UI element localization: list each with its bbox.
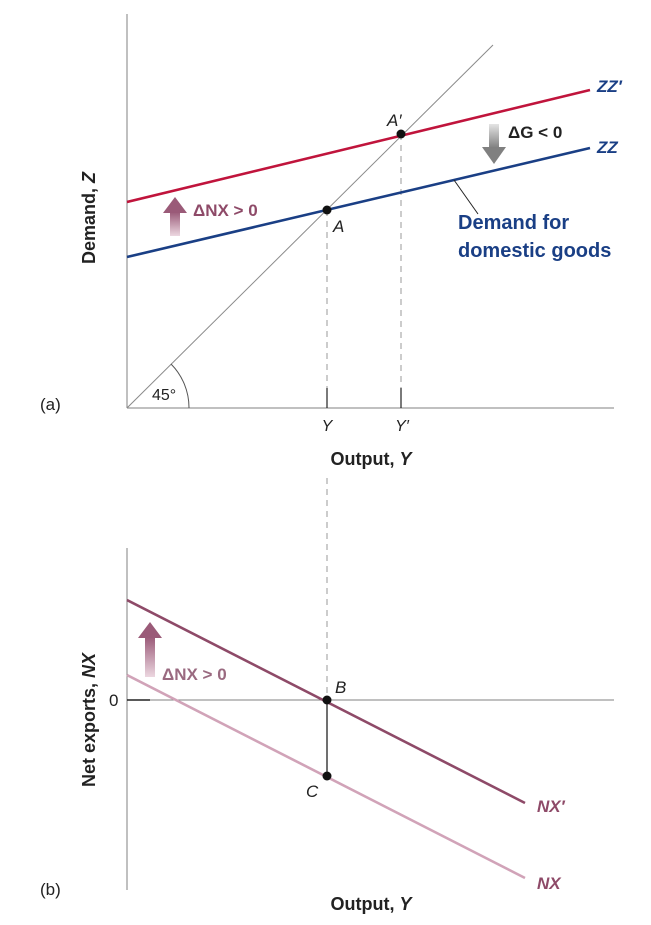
demand-leader-line xyxy=(453,179,479,215)
point-b-label: B xyxy=(335,678,346,697)
nx-label: NX xyxy=(537,874,562,893)
panel-b-x-axis-label: Output, Y xyxy=(331,894,414,914)
point-a-prime-label: A′ xyxy=(386,111,402,130)
panel-a-tag: (a) xyxy=(40,395,61,414)
delta-g-label: ΔG < 0 xyxy=(508,123,562,142)
zz-prime-line xyxy=(126,88,591,204)
point-a-dot xyxy=(322,205,332,215)
zz-label: ZZ xyxy=(596,138,618,157)
panel-a-y-axis-label: Demand, Z xyxy=(79,171,99,264)
delta-nx-label-a: ΔNX > 0 xyxy=(193,201,258,220)
tick-y-label: Y xyxy=(322,418,334,435)
delta-nx-label-b: ΔNX > 0 xyxy=(162,665,227,684)
zz-line xyxy=(126,146,591,259)
zero-label: 0 xyxy=(109,691,118,710)
point-b-dot xyxy=(322,695,332,705)
angle-arc xyxy=(170,363,190,409)
angle-label: 45° xyxy=(152,387,176,404)
panel-a: 45° Y Y′ ZZ′ ZZ A A′ ΔNX > 0 xyxy=(40,14,623,700)
nx-prime-label: NX′ xyxy=(537,797,566,816)
panel-b: 0 B C ΔNX > 0 NX′ NX Output, Y Net expor… xyxy=(40,548,614,914)
demand-label-line2: domestic goods xyxy=(458,240,611,262)
point-a-prime-dot xyxy=(396,129,406,139)
panel-b-y-axis-label: Net exports, NX xyxy=(79,652,99,787)
tick-y-prime-label: Y′ xyxy=(395,418,410,435)
point-c-label: C xyxy=(306,782,319,801)
forty-five-degree-line xyxy=(126,44,494,409)
demand-label-line1: Demand for xyxy=(458,212,569,234)
zz-prime-label: ZZ′ xyxy=(596,77,623,96)
delta-nx-arrow-a xyxy=(163,197,187,236)
point-c-dot xyxy=(322,771,332,781)
delta-g-arrow xyxy=(482,124,506,164)
delta-nx-arrow-b xyxy=(138,622,162,677)
panel-b-tag: (b) xyxy=(40,880,61,899)
panel-a-x-axis-label: Output, Y xyxy=(331,449,414,469)
point-a-label: A xyxy=(332,217,344,236)
